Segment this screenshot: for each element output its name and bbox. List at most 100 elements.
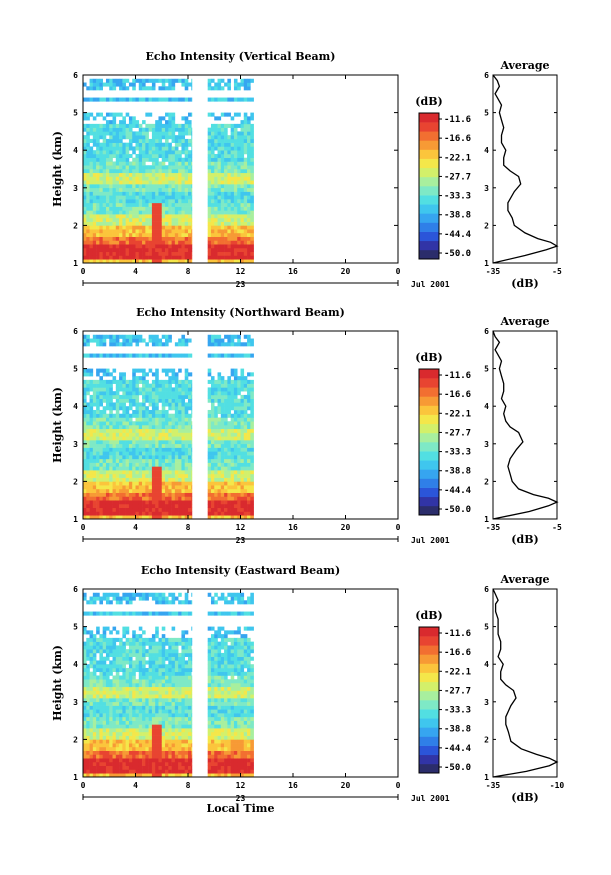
heatmap-cell bbox=[210, 153, 215, 159]
heatmap-cell bbox=[102, 611, 107, 616]
heatmap-cell bbox=[122, 428, 126, 433]
heatmap-cell bbox=[122, 720, 126, 725]
heatmap-cell bbox=[92, 466, 97, 471]
heatmap-cell bbox=[184, 251, 189, 256]
heatmap-cell bbox=[105, 236, 110, 241]
heatmap-cell bbox=[230, 496, 235, 501]
heatmap-cell bbox=[178, 440, 182, 445]
heatmap-cell bbox=[217, 221, 222, 226]
heatmap-cell bbox=[237, 247, 241, 253]
heatmap-cell bbox=[112, 500, 117, 505]
heatmap-cell bbox=[168, 172, 172, 177]
profile-x-tick-label: -5 bbox=[552, 267, 562, 276]
x-tick-label: 16 bbox=[288, 267, 298, 276]
heatmap-cell bbox=[171, 473, 176, 478]
heatmap-cell bbox=[142, 82, 146, 87]
heatmap-cell bbox=[125, 641, 130, 646]
heatmap-cell bbox=[125, 406, 130, 411]
heatmap-cell bbox=[122, 372, 126, 377]
heatmap-cell bbox=[227, 236, 231, 241]
heatmap-cell bbox=[112, 210, 117, 215]
heatmap-cell bbox=[184, 240, 189, 245]
heatmap-cell bbox=[181, 255, 186, 260]
heatmap-cell bbox=[210, 515, 215, 520]
heatmap-cell bbox=[233, 180, 238, 185]
heatmap-cell bbox=[220, 191, 225, 196]
heatmap-cell bbox=[181, 225, 186, 230]
heatmap-cell bbox=[145, 247, 149, 253]
heatmap-cell bbox=[158, 342, 163, 347]
heatmap-cell bbox=[214, 342, 218, 347]
heatmap-cell bbox=[247, 496, 251, 501]
heatmap-cell bbox=[112, 180, 117, 185]
heatmap-cell bbox=[99, 353, 103, 358]
heatmap-cell bbox=[178, 421, 182, 426]
heatmap-cell bbox=[86, 705, 90, 710]
heatmap-cell bbox=[247, 259, 251, 264]
heatmap-cell bbox=[122, 210, 126, 215]
heatmap-cell bbox=[138, 379, 143, 384]
heatmap-cell bbox=[174, 214, 179, 219]
heatmap-cell bbox=[135, 731, 140, 736]
heatmap-cell bbox=[83, 402, 87, 407]
heatmap-cell bbox=[89, 240, 94, 245]
heatmap-cell bbox=[83, 214, 87, 219]
profile-y-tick-label: 4 bbox=[484, 402, 489, 411]
heatmap-cell bbox=[135, 425, 140, 430]
heatmap-cell bbox=[105, 417, 110, 422]
heatmap-cell bbox=[171, 232, 176, 237]
heatmap-cell bbox=[230, 466, 235, 471]
heatmap-cell bbox=[112, 637, 117, 642]
heatmap-cell bbox=[224, 417, 228, 422]
heatmap-cell bbox=[96, 191, 100, 196]
heatmap-cell bbox=[105, 481, 110, 486]
heatmap-cell bbox=[230, 142, 235, 147]
heatmap-cell bbox=[142, 135, 146, 140]
heatmap-cell bbox=[99, 679, 103, 684]
heatmap-cell bbox=[227, 477, 231, 482]
heatmap-cell bbox=[188, 138, 192, 143]
heatmap-cell bbox=[151, 436, 156, 441]
heatmap-cell bbox=[83, 184, 87, 189]
heatmap-cell bbox=[142, 728, 146, 733]
heatmap-cell bbox=[128, 515, 133, 520]
heatmap-cell bbox=[135, 157, 140, 162]
heatmap-cell bbox=[174, 507, 179, 512]
heatmap-cell bbox=[178, 135, 182, 140]
heatmap-cell bbox=[168, 112, 172, 117]
heatmap-cell bbox=[243, 165, 248, 170]
heatmap-cell bbox=[207, 428, 212, 433]
heatmap-cell bbox=[155, 500, 159, 505]
heatmap-cell bbox=[132, 353, 136, 358]
heatmap-cell bbox=[207, 135, 212, 140]
heatmap-cell bbox=[132, 210, 136, 215]
heatmap-cell bbox=[227, 507, 231, 512]
heatmap-cell bbox=[145, 255, 149, 260]
heatmap-cell bbox=[233, 496, 238, 501]
heatmap-cell bbox=[217, 383, 222, 388]
heatmap-cell bbox=[99, 761, 103, 767]
heatmap-cell bbox=[161, 458, 166, 463]
heatmap-cell bbox=[171, 202, 176, 207]
heatmap-cell bbox=[86, 247, 90, 253]
heatmap-cell bbox=[217, 240, 222, 245]
heatmap-cell bbox=[145, 180, 149, 185]
heatmap-cell bbox=[243, 135, 248, 140]
heatmap-cell bbox=[86, 739, 90, 744]
heatmap-cell bbox=[148, 507, 153, 512]
heatmap-cell bbox=[99, 713, 103, 718]
heatmap-cell bbox=[89, 694, 94, 699]
heatmap-cell bbox=[132, 773, 136, 778]
heatmap-cell bbox=[178, 485, 182, 490]
heatmap-cell bbox=[191, 432, 193, 437]
heatmap-cell bbox=[92, 500, 97, 505]
heatmap-cell bbox=[89, 596, 94, 601]
heatmap-cell bbox=[112, 436, 117, 441]
heatmap-cell bbox=[230, 334, 235, 339]
heatmap-cell bbox=[132, 206, 136, 211]
heatmap-cell bbox=[132, 165, 136, 170]
heatmap-cell bbox=[243, 240, 248, 245]
heatmap-cell bbox=[122, 376, 126, 381]
heatmap-cell bbox=[109, 157, 113, 162]
heatmap-cell bbox=[184, 202, 189, 207]
